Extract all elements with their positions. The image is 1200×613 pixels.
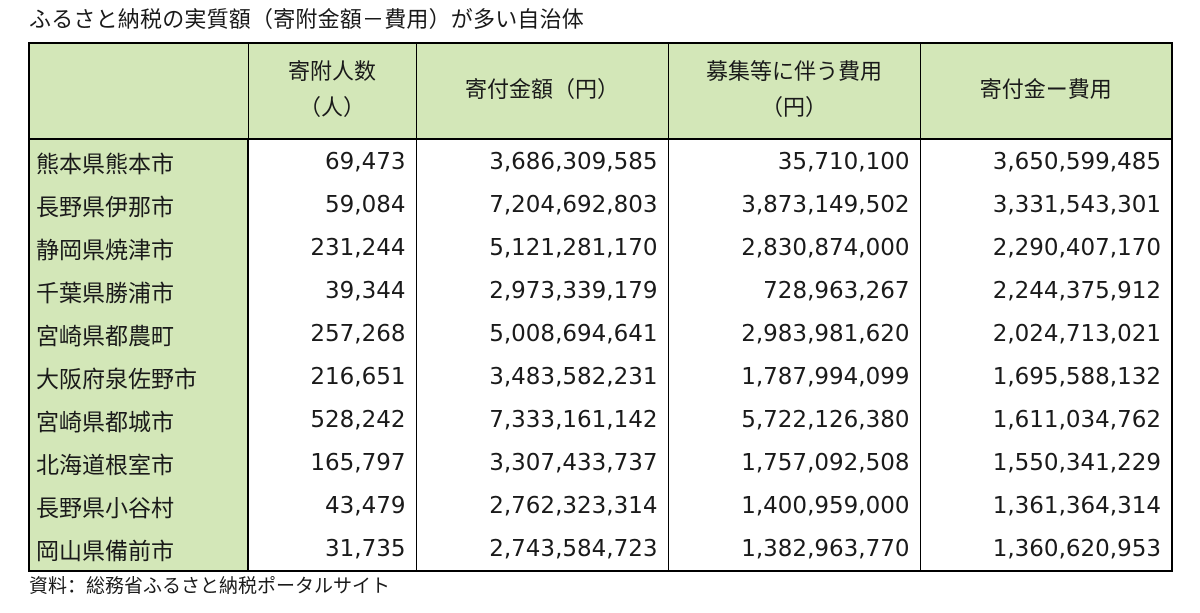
header-net-line1: 寄付金ー費用 [979,78,1112,103]
cell-donation: 3,307,433,737 [415,441,669,484]
cell-cost: 1,382,963,770 [667,527,921,572]
data-table-container: 寄附人数 （人） 寄付金額（円） 募集等に伴う費用 （円） 寄付金ー費用 熊本県… [28,42,1173,572]
cell-net: 1,360,620,953 [919,527,1173,572]
cell-donors: 59,084 [247,183,417,226]
header-row: 寄附人数 （人） 寄付金額（円） 募集等に伴う費用 （円） 寄付金ー費用 [28,42,1173,140]
cell-donation: 3,483,582,231 [415,355,669,398]
header-municipality [28,42,249,140]
cell-donation: 3,686,309,585 [415,139,669,183]
header-donors: 寄附人数 （人） [247,42,417,140]
cell-net: 1,611,034,762 [919,398,1173,441]
cell-cost: 35,710,100 [667,139,921,183]
cell-cost: 3,873,149,502 [667,183,921,226]
cell-donation: 2,762,323,314 [415,484,669,527]
cell-net: 3,331,543,301 [919,183,1173,226]
cell-donation: 2,973,339,179 [415,269,669,312]
cell-municipality: 宮崎県都城市 [28,398,249,441]
cell-donors: 216,651 [247,355,417,398]
table-row: 大阪府泉佐野市 216,651 3,483,582,231 1,787,994,099… [28,355,1173,398]
cell-municipality: 静岡県焼津市 [28,226,249,269]
table-row: 宮崎県都城市 528,242 7,333,161,142 5,722,126,380 1… [28,398,1173,441]
source-note: 資料：総務省ふるさと納税ポータルサイト [29,575,391,597]
cell-cost: 1,757,092,508 [667,441,921,484]
cell-donation: 5,008,694,641 [415,312,669,355]
header-donors-line2: （人） [298,96,365,121]
table-row: 宮崎県都農町 257,268 5,008,694,641 2,983,981,620 2… [28,312,1173,355]
cell-donors: 69,473 [247,139,417,183]
cell-cost: 1,787,994,099 [667,355,921,398]
cell-net: 3,650,599,485 [919,139,1173,183]
cell-municipality: 岡山県備前市 [28,527,249,572]
cell-net: 1,695,588,132 [919,355,1173,398]
cell-net: 1,361,364,314 [919,484,1173,527]
cell-cost: 5,722,126,380 [667,398,921,441]
table-row: 静岡県焼津市 231,244 5,121,281,170 2,830,874,000 2… [28,226,1173,269]
cell-net: 2,244,375,912 [919,269,1173,312]
table-row: 千葉県勝浦市 39,344 2,973,339,179 728,963,267 2,24… [28,269,1173,312]
municipality-table: 寄附人数 （人） 寄付金額（円） 募集等に伴う費用 （円） 寄付金ー費用 熊本県… [28,42,1173,572]
table-row: 岡山県備前市 31,735 2,743,584,723 1,382,963,770 1,… [28,527,1173,572]
table-row: 熊本県熊本市 69,473 3,686,309,585 35,710,100 3,650… [28,139,1173,183]
cell-donors: 31,735 [247,527,417,572]
cell-donation: 5,121,281,170 [415,226,669,269]
cell-donors: 231,244 [247,226,417,269]
cell-municipality: 長野県小谷村 [28,484,249,527]
header-donors-line1: 寄附人数 [287,60,376,85]
cell-municipality: 長野県伊那市 [28,183,249,226]
table-row: 北海道根室市 165,797 3,307,433,737 1,757,092,508 1… [28,441,1173,484]
cell-cost: 1,400,959,000 [667,484,921,527]
header-cost: 募集等に伴う費用 （円） [667,42,921,140]
cell-net: 2,290,407,170 [919,226,1173,269]
cell-municipality: 熊本県熊本市 [28,139,249,183]
table-body: 熊本県熊本市 69,473 3,686,309,585 35,710,100 3,650… [28,139,1173,572]
cell-donation: 2,743,584,723 [415,527,669,572]
cell-net: 1,550,341,229 [919,441,1173,484]
cell-net: 2,024,713,021 [919,312,1173,355]
cell-municipality: 千葉県勝浦市 [28,269,249,312]
table-row: 長野県小谷村 43,479 2,762,323,314 1,400,959,000 1,… [28,484,1173,527]
page-title: ふるさと納税の実質額（寄附金額－費用）が多い自治体 [29,8,585,33]
cell-donors: 39,344 [247,269,417,312]
cell-municipality: 北海道根室市 [28,441,249,484]
table-row: 長野県伊那市 59,084 7,204,692,803 3,873,149,502 3,… [28,183,1173,226]
cell-cost: 728,963,267 [667,269,921,312]
cell-donors: 528,242 [247,398,417,441]
header-cost-line1: 募集等に伴う費用 [705,60,882,85]
header-net: 寄付金ー費用 [919,42,1173,140]
cell-donation: 7,204,692,803 [415,183,669,226]
cell-municipality: 大阪府泉佐野市 [28,355,249,398]
cell-cost: 2,830,874,000 [667,226,921,269]
cell-donation: 7,333,161,142 [415,398,669,441]
cell-cost: 2,983,981,620 [667,312,921,355]
header-donation-line1: 寄付金額（円） [464,78,619,103]
cell-donors: 165,797 [247,441,417,484]
cell-donors: 43,479 [247,484,417,527]
header-cost-line2: （円） [760,96,827,121]
cell-municipality: 宮崎県都農町 [28,312,249,355]
header-donation: 寄付金額（円） [415,42,669,140]
cell-donors: 257,268 [247,312,417,355]
